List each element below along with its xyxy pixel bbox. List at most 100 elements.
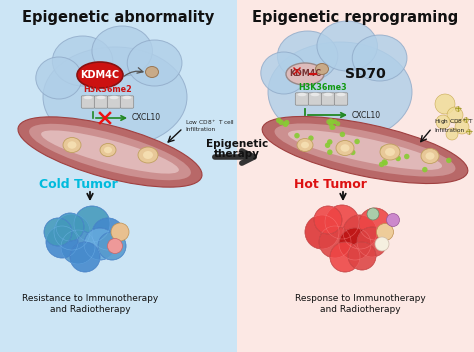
Ellipse shape	[422, 167, 428, 172]
FancyBboxPatch shape	[82, 96, 95, 108]
Ellipse shape	[18, 117, 202, 187]
Ellipse shape	[268, 42, 412, 142]
Ellipse shape	[122, 96, 131, 99]
Ellipse shape	[54, 214, 90, 250]
Ellipse shape	[298, 93, 307, 96]
Ellipse shape	[288, 130, 442, 170]
Ellipse shape	[36, 57, 82, 99]
Ellipse shape	[352, 35, 407, 81]
FancyBboxPatch shape	[308, 93, 322, 105]
Ellipse shape	[108, 239, 122, 253]
FancyBboxPatch shape	[94, 96, 108, 108]
Ellipse shape	[46, 226, 78, 258]
FancyBboxPatch shape	[321, 93, 335, 105]
Ellipse shape	[381, 146, 386, 152]
Ellipse shape	[446, 158, 452, 163]
Ellipse shape	[92, 26, 153, 76]
Ellipse shape	[367, 208, 379, 220]
Text: Epigenetic abnormality: Epigenetic abnormality	[22, 10, 214, 25]
Ellipse shape	[343, 215, 377, 249]
Ellipse shape	[421, 149, 439, 163]
Ellipse shape	[305, 143, 310, 148]
Ellipse shape	[336, 140, 354, 156]
Ellipse shape	[335, 121, 340, 126]
Ellipse shape	[277, 31, 338, 81]
Text: Hot Tumor: Hot Tumor	[293, 177, 366, 190]
Ellipse shape	[294, 133, 300, 138]
Ellipse shape	[276, 118, 282, 123]
Ellipse shape	[325, 143, 330, 148]
FancyBboxPatch shape	[334, 93, 348, 105]
Ellipse shape	[328, 121, 333, 126]
Ellipse shape	[74, 206, 110, 242]
Bar	[0, 0, 237, 352]
Ellipse shape	[466, 130, 472, 134]
Text: Response to Immunotherapy
and Radiotherapy: Response to Immunotherapy and Radiothera…	[295, 294, 425, 314]
Text: H3K36me3: H3K36me3	[299, 82, 347, 92]
Ellipse shape	[337, 93, 346, 96]
Ellipse shape	[138, 147, 158, 163]
Ellipse shape	[283, 121, 288, 127]
Ellipse shape	[379, 162, 384, 167]
Ellipse shape	[426, 152, 435, 160]
Text: KDM4C: KDM4C	[81, 70, 119, 80]
Ellipse shape	[357, 227, 387, 257]
Ellipse shape	[310, 93, 319, 96]
Ellipse shape	[339, 228, 371, 260]
Ellipse shape	[308, 136, 314, 141]
Ellipse shape	[350, 150, 356, 155]
Ellipse shape	[84, 228, 116, 260]
Ellipse shape	[340, 144, 349, 152]
Ellipse shape	[297, 138, 313, 151]
Ellipse shape	[278, 120, 284, 125]
Ellipse shape	[330, 125, 336, 130]
Ellipse shape	[43, 47, 187, 147]
Text: therapy: therapy	[214, 149, 260, 159]
Ellipse shape	[305, 215, 339, 249]
Ellipse shape	[456, 107, 461, 112]
Ellipse shape	[111, 223, 129, 241]
Text: H3K36me2: H3K36me2	[83, 86, 132, 94]
Ellipse shape	[325, 205, 359, 239]
Text: KDM4C: KDM4C	[289, 69, 321, 78]
Ellipse shape	[386, 214, 400, 226]
Ellipse shape	[329, 125, 334, 130]
Ellipse shape	[100, 144, 116, 157]
FancyBboxPatch shape	[120, 96, 134, 108]
Text: Low CD8$^+$ T cell
Infiltration: Low CD8$^+$ T cell Infiltration	[185, 118, 235, 132]
Text: Epigenetic: Epigenetic	[206, 139, 268, 149]
Ellipse shape	[376, 224, 393, 240]
Ellipse shape	[98, 232, 126, 260]
Ellipse shape	[328, 118, 333, 123]
Ellipse shape	[447, 107, 463, 123]
Ellipse shape	[41, 130, 179, 174]
Ellipse shape	[44, 218, 72, 246]
Ellipse shape	[67, 141, 76, 149]
Ellipse shape	[326, 119, 331, 124]
Ellipse shape	[395, 156, 401, 161]
FancyBboxPatch shape	[107, 96, 121, 108]
Ellipse shape	[56, 213, 84, 241]
Ellipse shape	[301, 142, 309, 148]
Ellipse shape	[380, 144, 400, 160]
Ellipse shape	[340, 132, 345, 137]
Ellipse shape	[286, 63, 324, 85]
Ellipse shape	[127, 40, 182, 86]
Ellipse shape	[262, 117, 468, 183]
Text: High CD8$^+$ T cell
Infiltration: High CD8$^+$ T cell Infiltration	[434, 117, 474, 133]
Ellipse shape	[323, 93, 332, 96]
Ellipse shape	[404, 154, 410, 159]
Ellipse shape	[383, 160, 388, 166]
Ellipse shape	[327, 139, 333, 145]
Text: Cold Tumor: Cold Tumor	[38, 177, 118, 190]
Bar	[237, 0, 474, 352]
Ellipse shape	[61, 230, 95, 264]
Ellipse shape	[382, 159, 387, 165]
Ellipse shape	[455, 120, 469, 134]
Ellipse shape	[274, 124, 456, 177]
Text: Epigenetic reprograming: Epigenetic reprograming	[252, 10, 458, 25]
Ellipse shape	[464, 118, 468, 122]
Ellipse shape	[70, 242, 100, 272]
Ellipse shape	[317, 21, 377, 71]
Ellipse shape	[316, 63, 328, 75]
